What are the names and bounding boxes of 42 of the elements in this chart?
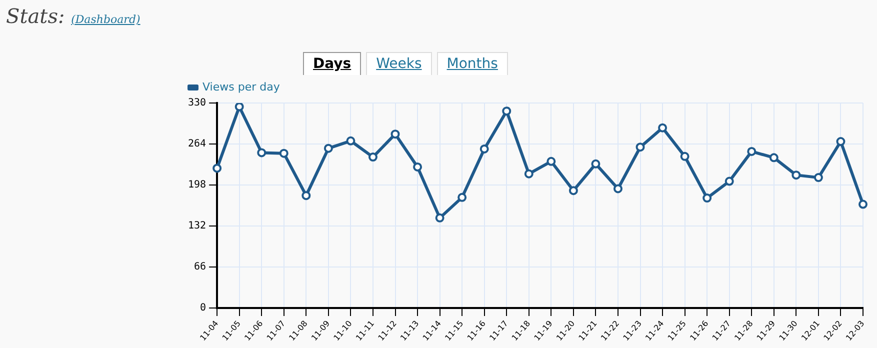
- point: [234, 103, 244, 112]
- point: [769, 153, 778, 162]
- point: [502, 106, 512, 116]
- point: [814, 173, 823, 182]
- point: [458, 192, 467, 202]
- point: [702, 194, 712, 203]
- point: [346, 136, 356, 146]
- text: Months: [436, 52, 508, 75]
- y-tick-label: 330: [188, 98, 206, 109]
- point: [680, 152, 690, 161]
- point: [302, 191, 311, 200]
- point: [613, 184, 622, 194]
- y-tick-label: 132: [188, 220, 206, 232]
- text: (Dashboard): [71, 13, 140, 26]
- text: Weeks: [366, 52, 432, 75]
- point: [636, 142, 645, 152]
- point: [413, 162, 422, 172]
- point: [480, 144, 489, 154]
- y-tick-label: 198: [188, 180, 206, 191]
- point: [724, 176, 734, 186]
- y-tick-label: 0: [200, 302, 206, 314]
- point: [435, 213, 444, 222]
- point: [368, 152, 378, 162]
- point: [390, 130, 400, 139]
- point: [858, 200, 868, 209]
- point: [212, 164, 222, 173]
- point: [591, 159, 600, 168]
- point: [546, 156, 556, 166]
- legend-label: Views per day: [202, 80, 280, 94]
- text: Days: [303, 52, 362, 75]
- y-tick-label: 66: [194, 262, 206, 273]
- point: [279, 148, 288, 158]
- point: [524, 169, 534, 178]
- y-tick-label: 264: [188, 138, 206, 150]
- point: [568, 186, 578, 196]
- point: [658, 123, 668, 132]
- point: [747, 146, 756, 156]
- point: [257, 148, 266, 158]
- text: Stats:: [6, 4, 65, 28]
- point: [792, 170, 801, 180]
- point: [836, 137, 846, 146]
- point: [324, 144, 333, 153]
